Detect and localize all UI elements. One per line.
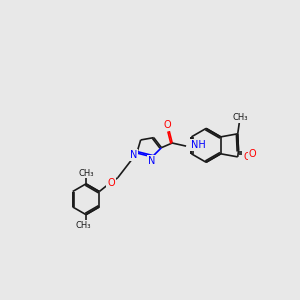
Text: CH₃: CH₃	[78, 169, 94, 178]
Text: O: O	[164, 120, 171, 130]
Text: N: N	[130, 150, 137, 160]
Text: CH₃: CH₃	[232, 113, 248, 122]
Text: O: O	[107, 178, 115, 188]
Text: O: O	[249, 149, 256, 159]
Text: CH₃: CH₃	[75, 221, 91, 230]
Text: NH: NH	[191, 140, 206, 150]
Text: O: O	[243, 152, 251, 162]
Text: N: N	[148, 156, 155, 166]
